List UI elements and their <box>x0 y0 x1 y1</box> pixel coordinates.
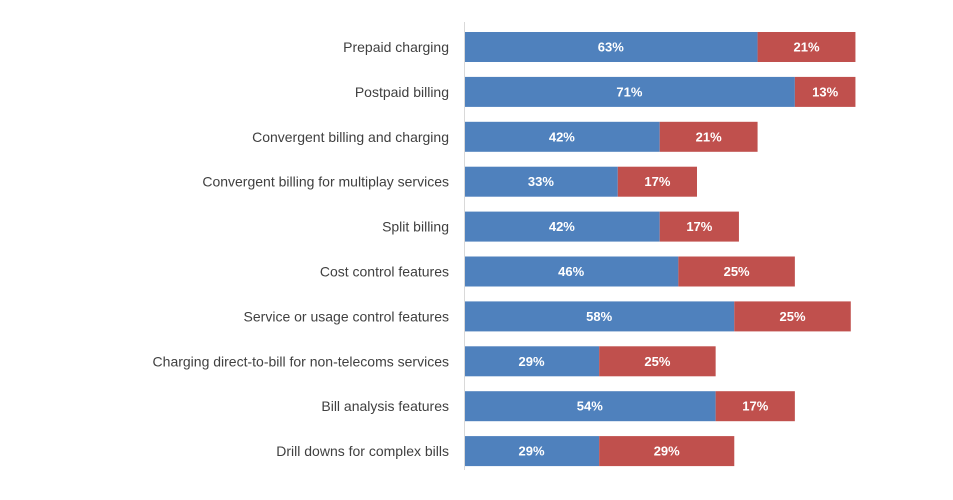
bar-segment-red <box>659 121 758 152</box>
data-label: 42% <box>549 129 575 144</box>
bar-segment-blue <box>464 166 618 197</box>
data-label: 13% <box>812 84 838 99</box>
category-label: Convergent billing for multiplay service… <box>202 174 449 190</box>
bar-segment-blue <box>464 121 660 152</box>
bar-segment-red <box>678 256 795 287</box>
category-label: Drill downs for complex bills <box>276 443 449 459</box>
bar-segment-blue <box>464 256 679 287</box>
bar-segment-red <box>659 211 739 242</box>
bar-segment-red <box>715 391 795 422</box>
bar-segment-blue <box>464 32 758 62</box>
data-label: 17% <box>644 174 670 189</box>
data-label: 29% <box>519 444 545 459</box>
category-label: Service or usage control features <box>244 308 449 324</box>
data-label: 21% <box>793 40 819 55</box>
bar-segment-red <box>599 346 716 377</box>
bar-segment-red <box>617 166 697 197</box>
category-label: Prepaid charging <box>343 39 449 55</box>
category-label: Bill analysis features <box>321 398 449 414</box>
data-label: 29% <box>519 354 545 369</box>
category-label: Split billing <box>382 219 449 235</box>
bar-segment-blue <box>464 301 735 332</box>
data-label: 17% <box>742 399 768 414</box>
bar-segment-blue <box>464 346 600 377</box>
bar-segment-red <box>794 76 856 107</box>
category-label: Convergent billing and charging <box>252 129 449 145</box>
data-label: 25% <box>724 264 750 279</box>
data-label: 63% <box>598 40 624 55</box>
category-labels: Prepaid charging Postpaid billing Converge… <box>153 39 449 459</box>
data-label: 25% <box>644 354 670 369</box>
data-label: 42% <box>549 219 575 234</box>
bar-segment-red <box>599 436 735 467</box>
data-label: 71% <box>616 84 642 99</box>
bar-segment-blue <box>464 211 660 242</box>
data-label: 25% <box>780 309 806 324</box>
data-label: 54% <box>577 399 603 414</box>
data-label: 33% <box>528 174 554 189</box>
bar-segment-blue <box>464 76 795 107</box>
data-label: 17% <box>686 219 712 234</box>
category-label: Charging direct-to-bill for non-telecoms… <box>153 353 449 369</box>
category-label: Cost control features <box>320 264 449 280</box>
data-label: 29% <box>654 444 680 459</box>
bar-segment-red <box>734 301 851 332</box>
bar-segment-red <box>757 32 856 62</box>
data-label: 58% <box>586 309 612 324</box>
bar-segment-blue <box>464 391 716 422</box>
bar-segment-blue <box>464 436 600 467</box>
data-label: 21% <box>696 129 722 144</box>
data-label: 46% <box>558 264 584 279</box>
category-label: Postpaid billing <box>355 84 449 100</box>
bars: 63% 21% 71% 13% 42% 21% 33% 17% 42% 17% 46% 25% 58% 2… <box>464 32 856 467</box>
